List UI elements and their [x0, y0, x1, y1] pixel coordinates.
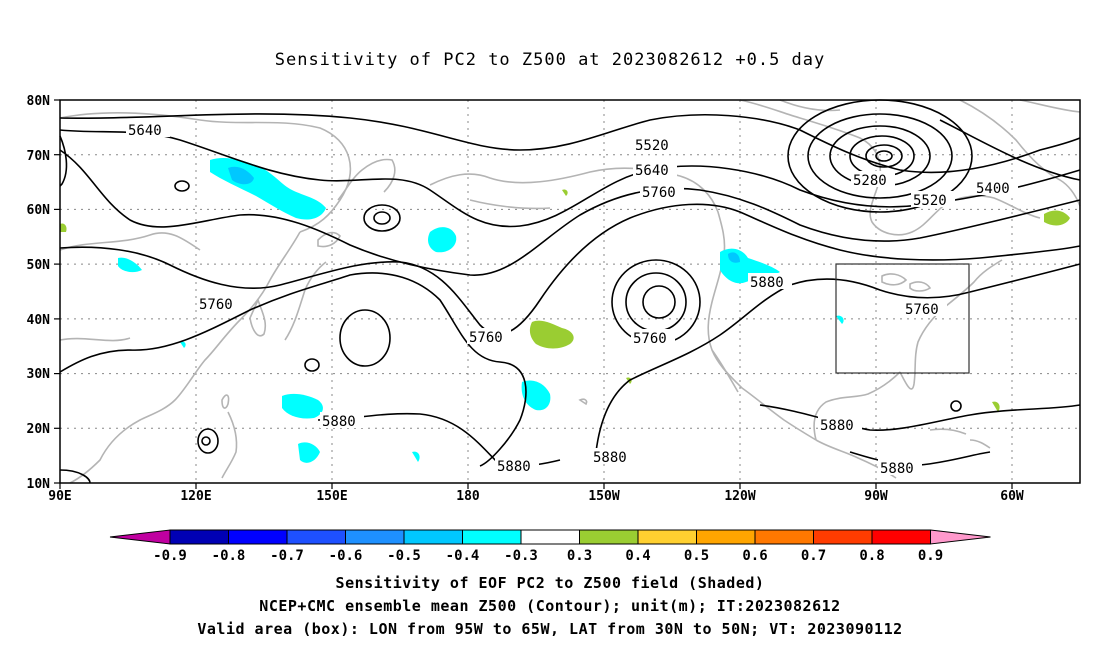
colorbar-segment [286, 529, 346, 545]
contour-label: 5640 [635, 163, 669, 179]
lon-tick-label: 90E [48, 489, 71, 504]
longitude-labels: 90E 120E 150E 180 150W 120W 90W 60W [48, 489, 1024, 504]
valid-area-box [835, 263, 970, 374]
contour-label: 5760 [199, 297, 233, 313]
colorbar-label: 0.5 [684, 548, 709, 564]
plot-frame [59, 99, 1081, 484]
colorbar-label: -0.4 [446, 548, 480, 564]
colorbar-segment [813, 529, 873, 545]
contour-label: 5520 [635, 138, 669, 154]
colorbar-segment [403, 529, 463, 545]
contour-labels: 5640 5520 5640 5760 5280 5400 5520 5760 … [126, 121, 1018, 477]
plot-area [60, 100, 1080, 483]
lat-tick-label: 20N [27, 422, 51, 437]
colorbar-label: -0.6 [329, 548, 363, 564]
colorbar-label: 0.8 [859, 548, 884, 564]
colorbar-segment [520, 529, 580, 545]
colorbar-label: 0.9 [918, 548, 943, 564]
lon-tick-label: 120E [180, 489, 211, 504]
colorbar-label: -0.9 [153, 548, 187, 564]
contour-label: 5880 [750, 275, 784, 291]
lat-tick-label: 30N [27, 367, 51, 382]
lon-tick-label: 150W [588, 489, 619, 504]
colorbar-label: -0.5 [387, 548, 421, 564]
contour-label: 5520 [913, 193, 947, 209]
caption-shading: Sensitivity of EOF PC2 to Z500 field (Sh… [335, 574, 765, 592]
colorbar-label: 0.6 [742, 548, 767, 564]
lat-tick-label: 50N [27, 258, 51, 273]
colorbar-label: 0.4 [625, 548, 650, 564]
colorbar-segment [754, 529, 814, 545]
colorbar [109, 529, 991, 545]
coastlines [59, 99, 1081, 484]
colorbar-segment [462, 529, 522, 545]
lon-tick-label: 180 [456, 489, 480, 504]
lon-tick-label: 150E [316, 489, 347, 504]
lat-tick-label: 60N [27, 203, 51, 218]
colorbar-label: 0.7 [801, 548, 826, 564]
contour-label: 5880 [593, 450, 627, 466]
colorbar-segment [871, 529, 931, 545]
contour-label: 5880 [497, 459, 531, 475]
contour-label: 5640 [128, 123, 162, 139]
colorbar-label: -0.8 [212, 548, 246, 564]
map-title: Sensitivity of PC2 to Z500 at 2023082612… [274, 50, 826, 70]
colorbar-label: -0.7 [270, 548, 304, 564]
colorbar-segment [696, 529, 756, 545]
lat-tick-label: 80N [27, 94, 51, 109]
tick-marks [54, 99, 1013, 489]
caption-valid-area: Valid area (box): LON from 95W to 65W, L… [197, 620, 903, 638]
colorbar-segment [579, 529, 639, 545]
latitude-labels: 80N 70N 60N 50N 40N 30N 20N 10N [27, 94, 51, 492]
sensitivity-shading [60, 157, 1070, 463]
colorbar-labels: -0.9 -0.8 -0.7 -0.6 -0.5 -0.4 -0.3 0.3 0… [153, 548, 943, 564]
contour-label: 5280 [853, 173, 887, 189]
contour-label: 5760 [469, 330, 503, 346]
lon-tick-label: 90W [864, 489, 888, 504]
lat-tick-label: 70N [27, 149, 51, 164]
colorbar-segment [637, 529, 697, 545]
contour-label: 5760 [642, 185, 676, 201]
colorbar-low-arrow [109, 529, 171, 545]
contour-label: 5880 [820, 418, 854, 434]
contour-label: 5400 [976, 181, 1010, 197]
z500-contours [59, 99, 1081, 484]
lon-tick-label: 60W [1000, 489, 1024, 504]
colorbar-segment [345, 529, 405, 545]
colorbar-segment [169, 529, 229, 545]
contour-label: 5760 [905, 302, 939, 318]
colorbar-high-arrow [930, 529, 991, 545]
colorbar-segment [228, 529, 288, 545]
lat-tick-label: 10N [27, 477, 51, 492]
lat-tick-label: 40N [27, 313, 51, 328]
caption-contour: NCEP+CMC ensemble mean Z500 (Contour); u… [259, 597, 841, 615]
contour-label: 5760 [633, 331, 667, 347]
colorbar-label: -0.3 [504, 548, 538, 564]
contour-label: 5880 [880, 461, 914, 477]
lon-tick-label: 120W [724, 489, 755, 504]
contour-label: 5880 [322, 414, 356, 430]
colorbar-label: 0.3 [567, 548, 592, 564]
